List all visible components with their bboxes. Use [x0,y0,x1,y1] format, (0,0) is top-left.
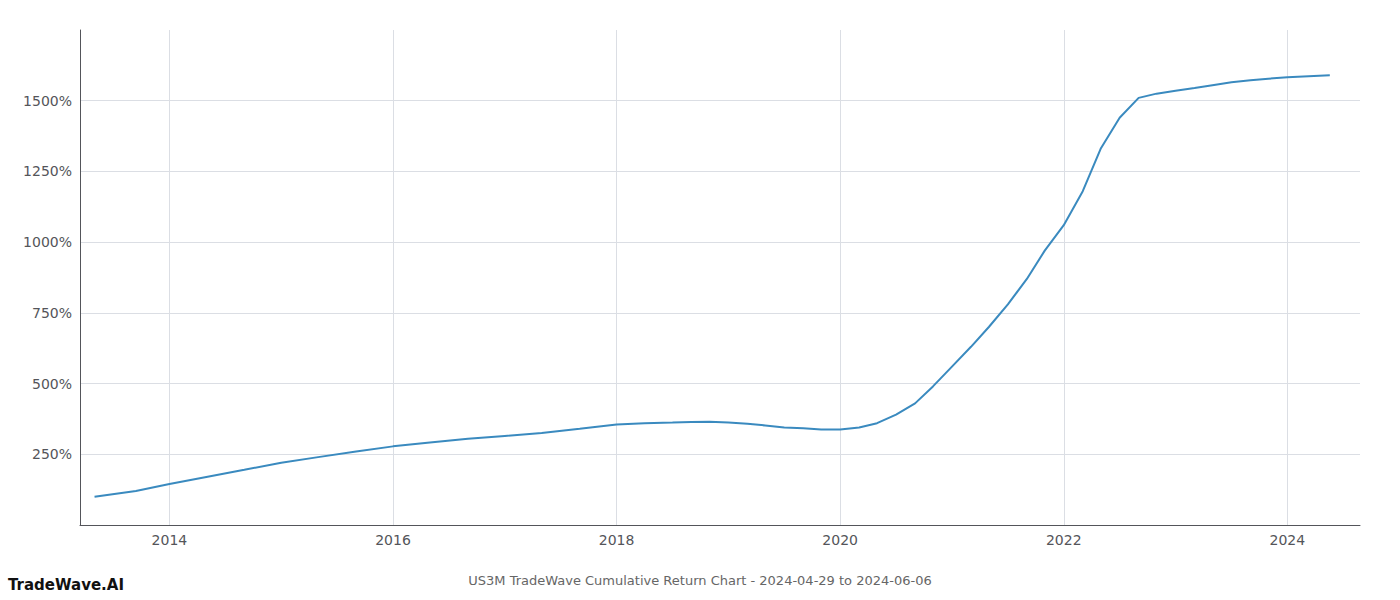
svg-text:1250%: 1250% [23,163,72,179]
svg-text:750%: 750% [32,305,72,321]
svg-text:2016: 2016 [375,532,411,548]
svg-text:2024: 2024 [1270,532,1306,548]
svg-text:2020: 2020 [822,532,858,548]
svg-text:TradeWave.AI: TradeWave.AI [8,576,124,594]
svg-text:250%: 250% [32,446,72,462]
svg-text:500%: 500% [32,376,72,392]
svg-text:2018: 2018 [599,532,635,548]
svg-text:2014: 2014 [152,532,188,548]
svg-text:1000%: 1000% [23,234,72,250]
svg-text:1500%: 1500% [23,93,72,109]
svg-text:US3M TradeWave Cumulative Retu: US3M TradeWave Cumulative Return Chart -… [468,573,932,588]
svg-text:2022: 2022 [1046,532,1082,548]
